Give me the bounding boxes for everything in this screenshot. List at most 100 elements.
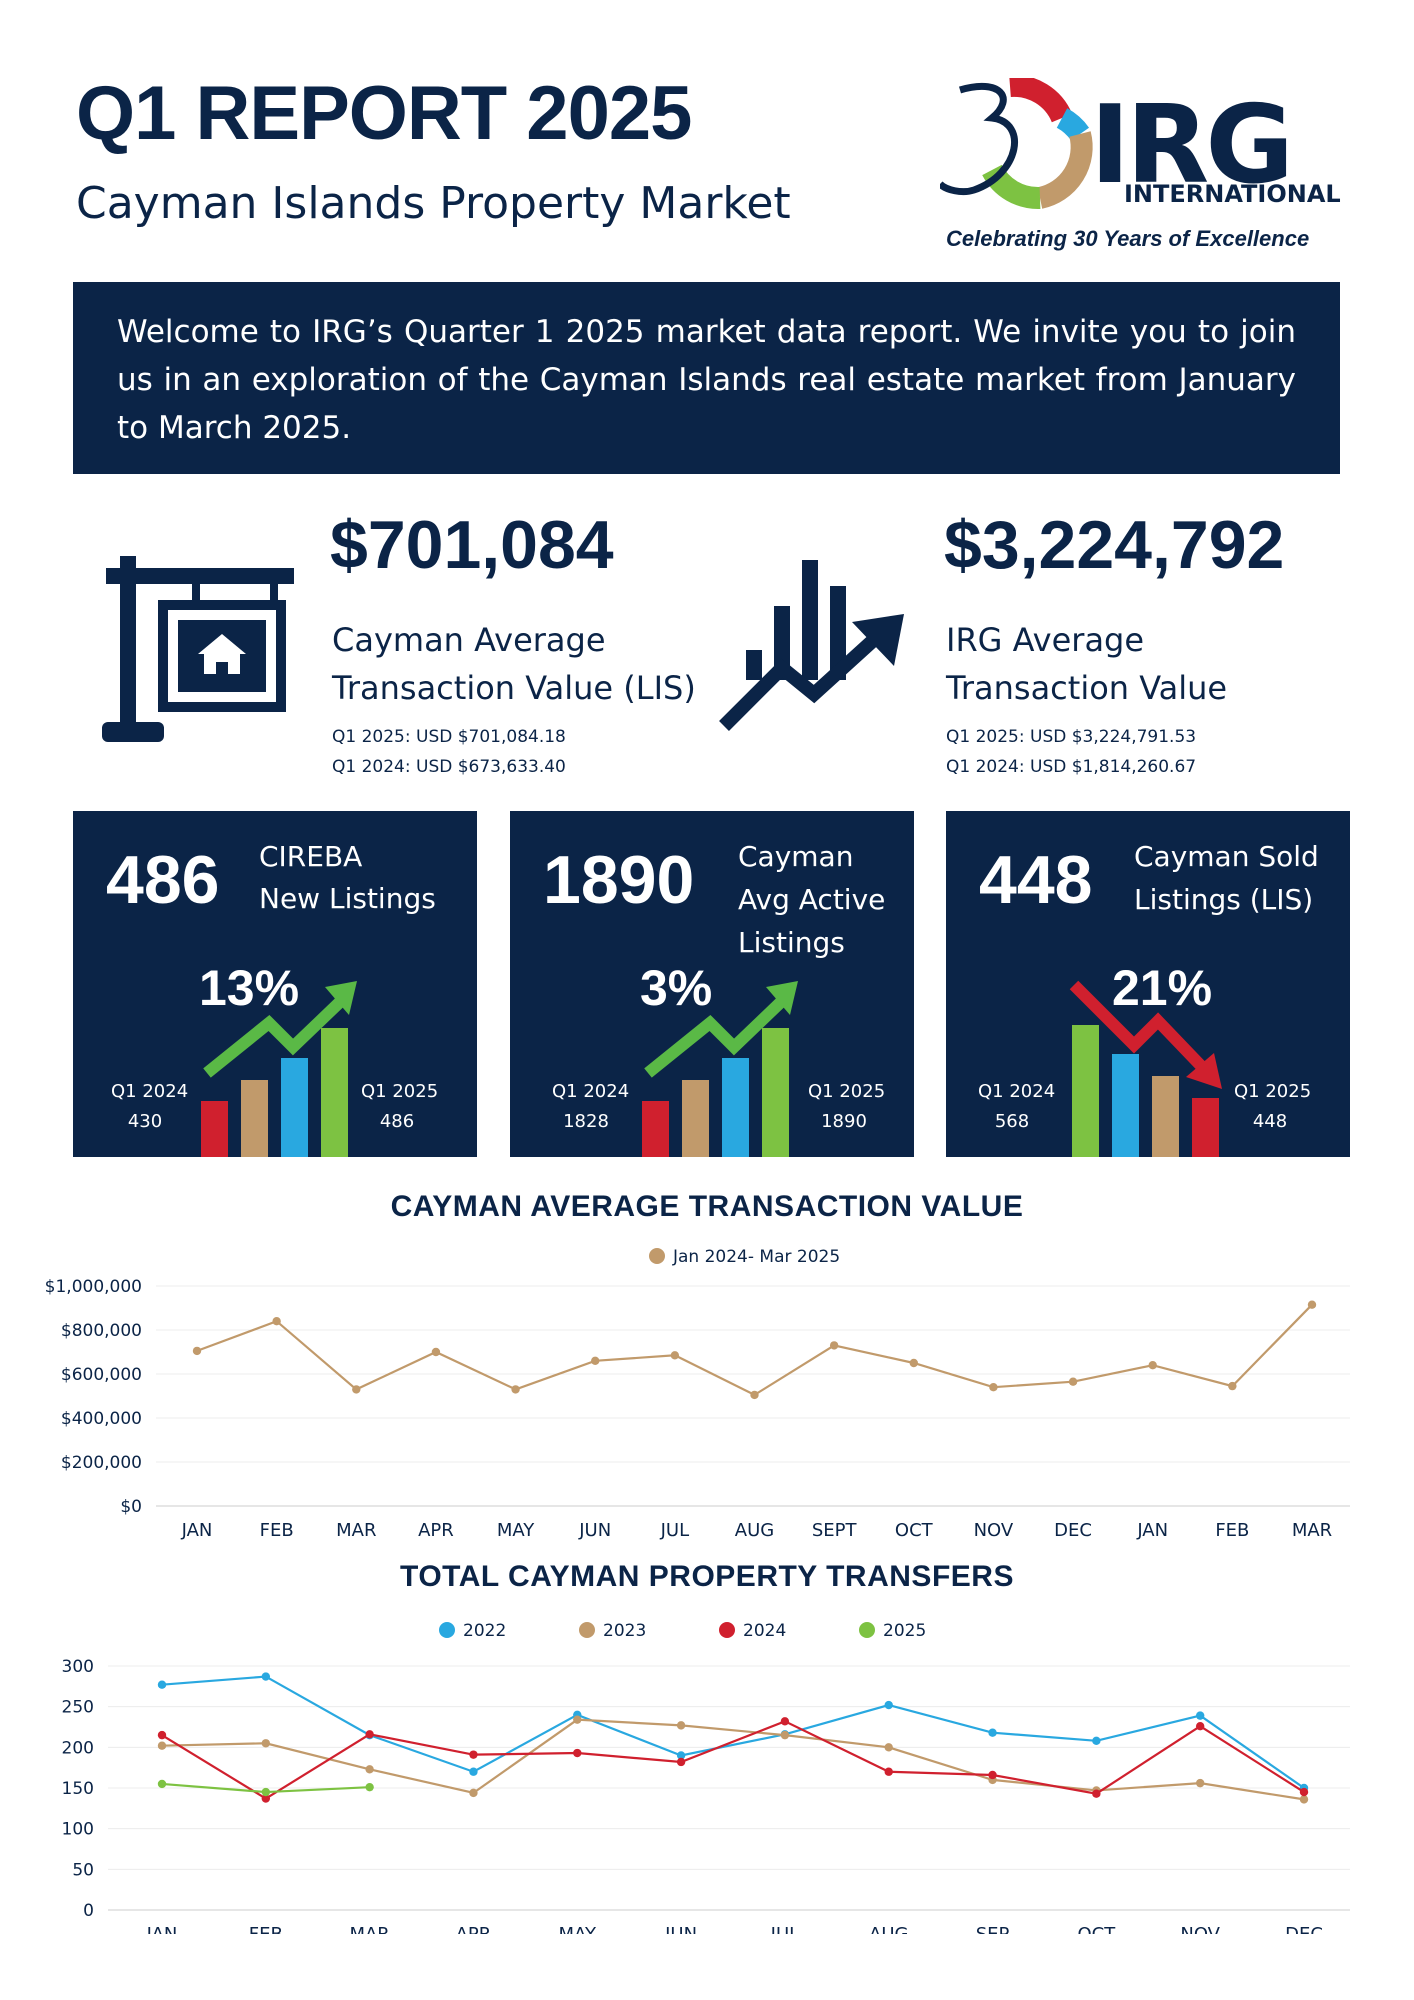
- sold-listings-label-line1: Cayman Sold: [1134, 840, 1319, 873]
- chart1-point-0-3: [431, 1347, 441, 1357]
- chart1-point-0-14: [1307, 1300, 1317, 1309]
- chart2-xtick-label: FEB: [249, 1924, 283, 1934]
- chart2-point-1-7: [884, 1743, 893, 1752]
- chart1-xtick-label: JAN: [181, 1520, 213, 1541]
- new-listings-label-line1: CIREBA: [259, 840, 363, 873]
- new-listings-right-period: Q1 2025: [361, 1081, 439, 1102]
- chart1-xtick-label: MAR: [336, 1520, 376, 1541]
- chart1-xtick-label: FEB: [260, 1520, 294, 1541]
- cayman-avg-q1-2024: Q1 2024: USD $673,633.40: [332, 757, 566, 777]
- chart1-legend-label-0: Jan 2024- Mar 2025: [672, 1247, 840, 1267]
- chart2-point-3-0: [157, 1779, 167, 1789]
- active-listings-bars-graphic: [642, 981, 798, 1157]
- chart2-series-line-2: [161, 1720, 1305, 1800]
- chart1-legend-item-0: Jan 2024- Mar 2025: [649, 1247, 840, 1267]
- chart1-xtick-label: JUL: [660, 1520, 690, 1541]
- chart1-ytick-label: $400,000: [61, 1409, 142, 1429]
- new-listings-label-line2: New Listings: [259, 882, 436, 915]
- chart2-point-2-8: [988, 1770, 997, 1780]
- irg-logo: IRG INTERNATIONAL: [940, 78, 1341, 209]
- chart1-point-0-1: [272, 1317, 281, 1326]
- avg-transaction-chart: Jan 2024- Mar 2025 $0 $200,000 $400,000 $600…: [45, 1247, 1350, 1541]
- chart2-legend-item-0: 2022: [439, 1621, 506, 1641]
- chart1-point-0-4: [511, 1385, 520, 1394]
- chart1-point-0-8: [829, 1341, 839, 1350]
- new-listings-right-value: 486: [379, 1111, 415, 1132]
- chart2-legend-label-3: 2025: [883, 1621, 926, 1641]
- chart2-ytick-label: 100: [62, 1820, 94, 1840]
- chart1-ytick-label: $1,000,000: [45, 1277, 142, 1297]
- active-listings-label-line2: Avg Active: [738, 883, 886, 916]
- chart2-xtick-label: AUG: [869, 1924, 908, 1934]
- chart2-point-1-2: [365, 1765, 374, 1774]
- chart2-legend-item-2: 2024: [719, 1621, 786, 1641]
- chart1-point-0-12: [1148, 1361, 1157, 1370]
- cayman-avg-label-line1: Cayman Average: [332, 621, 606, 659]
- chart2-point-1-1: [261, 1739, 271, 1748]
- chart1-xtick-label: SEPT: [812, 1520, 858, 1541]
- chart2-legend-label-1: 2023: [603, 1621, 646, 1641]
- chart2-point-2-6: [780, 1717, 790, 1726]
- chart2-title: TOTAL CAYMAN PROPERTY TRANSFERS: [400, 1560, 1014, 1593]
- chart1-point-0-11: [1068, 1377, 1078, 1386]
- chart2-point-1-4: [573, 1715, 582, 1724]
- irg-avg-value: $3,224,792: [944, 507, 1285, 583]
- irg-avg-q1-2024: Q1 2024: USD $1,814,260.67: [946, 757, 1197, 777]
- chart2-series-line-0: [161, 1675, 1305, 1789]
- chart2-point-2-2: [365, 1730, 374, 1739]
- chart2-xtick-label: MAR: [349, 1924, 389, 1934]
- chart1-xtick-label: MAY: [497, 1520, 535, 1541]
- chart2-series-line-1: [161, 1718, 1305, 1801]
- chart2-xtick-label: NOV: [1180, 1924, 1220, 1934]
- chart2-ytick-label: 250: [62, 1698, 94, 1718]
- card-avg-active-listings: 1890 Cayman Avg Active Listings 3% Q1 20…: [510, 811, 914, 1157]
- sold-listings-right-value: 448: [1252, 1111, 1288, 1132]
- chart2-point-0-1: [261, 1672, 271, 1681]
- chart2-ytick-label: 200: [62, 1738, 94, 1758]
- chart1-point-0-9: [909, 1358, 918, 1368]
- chart1-point-0-2: [352, 1385, 361, 1394]
- chart2-legend-label-2: 2024: [743, 1621, 786, 1641]
- new-listings-value: 486: [106, 842, 220, 918]
- chart1-xtick-label: OCT: [895, 1520, 934, 1541]
- sold-listings-left-value: 568: [994, 1111, 1030, 1132]
- chart2-point-1-3: [469, 1788, 478, 1798]
- chart1-xtick-label: FEB: [1215, 1520, 1249, 1541]
- active-listings-value: 1890: [543, 842, 695, 918]
- cayman-avg-label-line2: Transaction Value (LIS): [332, 669, 696, 707]
- chart2-xtick-label: JAN: [146, 1924, 178, 1934]
- chart1-xtick-label: AUG: [735, 1520, 774, 1541]
- irg-avg-q1-2025: Q1 2025: USD $3,224,791.53: [946, 727, 1197, 747]
- chart1-point-0-5: [591, 1356, 600, 1365]
- chart1-xtick-label: JAN: [1136, 1520, 1168, 1541]
- sold-listings-value: 448: [979, 842, 1093, 918]
- chart2-point-0-10: [1195, 1711, 1205, 1720]
- chart2-ytick-label: 0: [83, 1901, 94, 1921]
- chart2-xtick-label: DEC: [1285, 1924, 1323, 1934]
- chart2-point-2-4: [573, 1748, 582, 1758]
- active-listings-left-value: 1828: [563, 1111, 609, 1132]
- chart1-series-line-0: [196, 1303, 1313, 1397]
- chart2-ytick-label: 300: [62, 1657, 94, 1677]
- chart2-point-2-10: [1195, 1721, 1205, 1731]
- chart1-xtick-label: MAR: [1292, 1520, 1332, 1541]
- chart2-xtick-label: APR: [456, 1924, 492, 1934]
- irg-avg-label-line2: Transaction Value: [946, 669, 1228, 707]
- chart1-xtick-label: DEC: [1054, 1520, 1092, 1541]
- chart1-point-0-10: [989, 1383, 998, 1392]
- chart1-xtick-label: APR: [418, 1520, 454, 1541]
- sold-listings-left-period: Q1 2024: [978, 1081, 1056, 1102]
- sold-listings-bars-graphic: [1069, 980, 1222, 1157]
- cayman-avg-value: $701,084: [330, 507, 614, 583]
- chart1-point-0-7: [750, 1390, 759, 1400]
- chart1-point-0-13: [1228, 1381, 1237, 1391]
- chart2-point-2-9: [1092, 1789, 1101, 1798]
- chart2-point-3-2: [365, 1782, 374, 1792]
- chart2-legend-item-3: 2025: [859, 1621, 926, 1641]
- house-sign-icon: [102, 556, 294, 742]
- card-sold-listings: 448 Cayman Sold Listings (LIS) 21% Q1 20…: [946, 811, 1350, 1157]
- chart2-point-1-0: [157, 1741, 167, 1750]
- logo-wordmark: IRG: [1090, 83, 1290, 208]
- sold-listings-change: 21%: [1112, 960, 1213, 1016]
- logo-subtext: INTERNATIONAL: [1124, 180, 1341, 208]
